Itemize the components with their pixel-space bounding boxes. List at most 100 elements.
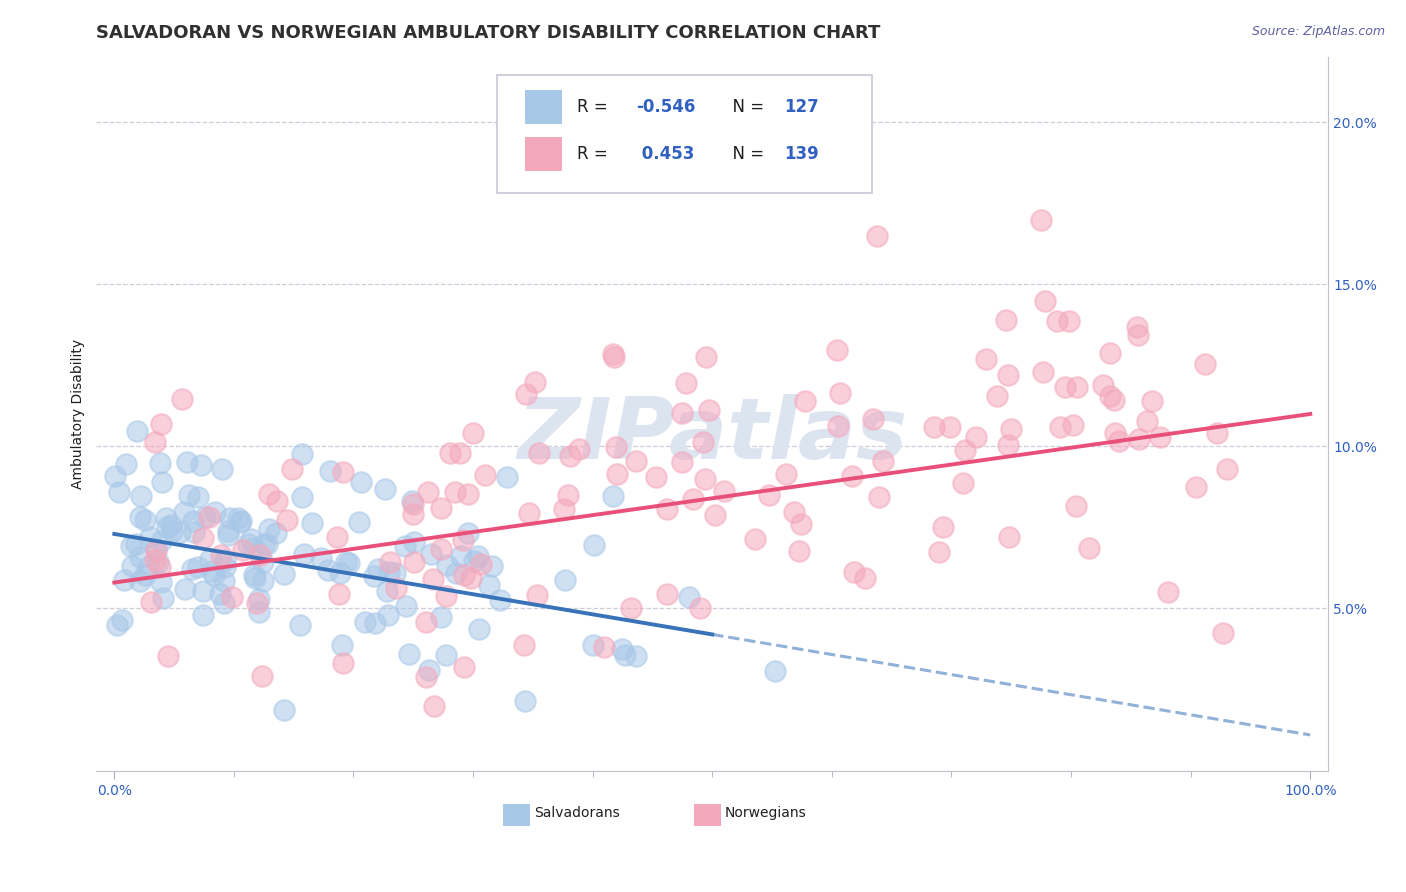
Point — [868, 490, 890, 504]
Point — [645, 470, 668, 484]
Point — [256, 537, 278, 551]
Point — [444, 484, 467, 499]
Point — [242, 541, 264, 555]
Point — [204, 505, 226, 519]
Point — [606, 467, 628, 481]
Text: Norwegians: Norwegians — [724, 806, 807, 821]
Point — [183, 525, 205, 540]
Point — [1212, 626, 1234, 640]
Point — [415, 615, 437, 630]
Point — [145, 541, 167, 556]
Point — [460, 571, 482, 585]
Point — [470, 557, 492, 571]
Point — [423, 698, 446, 713]
Text: -0.546: -0.546 — [636, 98, 696, 116]
Point — [134, 513, 156, 527]
Point — [1057, 314, 1080, 328]
Point — [120, 539, 142, 553]
Point — [602, 346, 624, 360]
Point — [200, 551, 222, 566]
Point — [364, 615, 387, 630]
Point — [450, 446, 472, 460]
Point — [1053, 380, 1076, 394]
Point — [995, 312, 1018, 326]
Point — [783, 505, 806, 519]
Point — [145, 544, 167, 558]
Point — [557, 487, 579, 501]
Point — [108, 484, 131, 499]
Point — [1126, 327, 1149, 342]
Point — [515, 387, 537, 401]
Point — [434, 648, 457, 663]
Point — [193, 584, 215, 599]
Point — [997, 368, 1019, 382]
Point — [453, 567, 475, 582]
Point — [624, 453, 647, 467]
Point — [375, 584, 398, 599]
Point — [790, 517, 813, 532]
Point — [602, 489, 624, 503]
Text: SALVADORAN VS NORWEGIAN AMBULATORY DISABILITY CORRELATION CHART: SALVADORAN VS NORWEGIAN AMBULATORY DISAB… — [97, 24, 880, 42]
Point — [290, 618, 312, 632]
Point — [214, 560, 236, 574]
Point — [240, 533, 263, 547]
Point — [149, 559, 172, 574]
Point — [1032, 365, 1054, 379]
Point — [155, 511, 177, 525]
Point — [496, 470, 519, 484]
Text: 139: 139 — [783, 145, 818, 162]
Point — [112, 573, 135, 587]
Point — [853, 570, 876, 584]
Point — [316, 563, 339, 577]
Point — [273, 567, 295, 582]
Point — [697, 403, 720, 417]
Point — [526, 588, 548, 602]
Point — [402, 534, 425, 549]
Point — [1099, 346, 1122, 360]
Point — [162, 524, 184, 538]
Point — [191, 607, 214, 622]
Point — [221, 590, 243, 604]
Point — [129, 510, 152, 524]
Point — [209, 548, 232, 562]
Point — [1077, 541, 1099, 555]
Point — [149, 456, 172, 470]
Point — [148, 555, 170, 569]
Point — [952, 475, 974, 490]
Point — [121, 559, 143, 574]
Point — [232, 542, 254, 557]
Point — [1128, 433, 1150, 447]
Point — [217, 528, 239, 542]
Point — [703, 508, 725, 522]
Point — [134, 568, 156, 582]
Point — [444, 566, 467, 580]
Point — [252, 537, 274, 551]
Point — [416, 484, 439, 499]
Point — [252, 555, 274, 569]
Text: 127: 127 — [783, 98, 818, 116]
Point — [789, 544, 811, 558]
Point — [457, 487, 479, 501]
Point — [478, 578, 501, 592]
Point — [394, 539, 416, 553]
Point — [330, 638, 353, 652]
Text: R =: R = — [576, 98, 613, 116]
Point — [401, 494, 423, 508]
Point — [291, 447, 314, 461]
Point — [624, 649, 647, 664]
Point — [125, 537, 148, 551]
Point — [1142, 393, 1164, 408]
Point — [191, 532, 214, 546]
Point — [247, 605, 270, 619]
Point — [367, 562, 389, 576]
Point — [671, 455, 693, 469]
Point — [1104, 425, 1126, 440]
Point — [689, 601, 711, 615]
Point — [326, 530, 349, 544]
Point — [605, 440, 627, 454]
Point — [374, 482, 396, 496]
Point — [932, 519, 955, 533]
Text: Salvadorans: Salvadorans — [534, 806, 620, 821]
Point — [150, 475, 173, 489]
Point — [519, 506, 541, 520]
